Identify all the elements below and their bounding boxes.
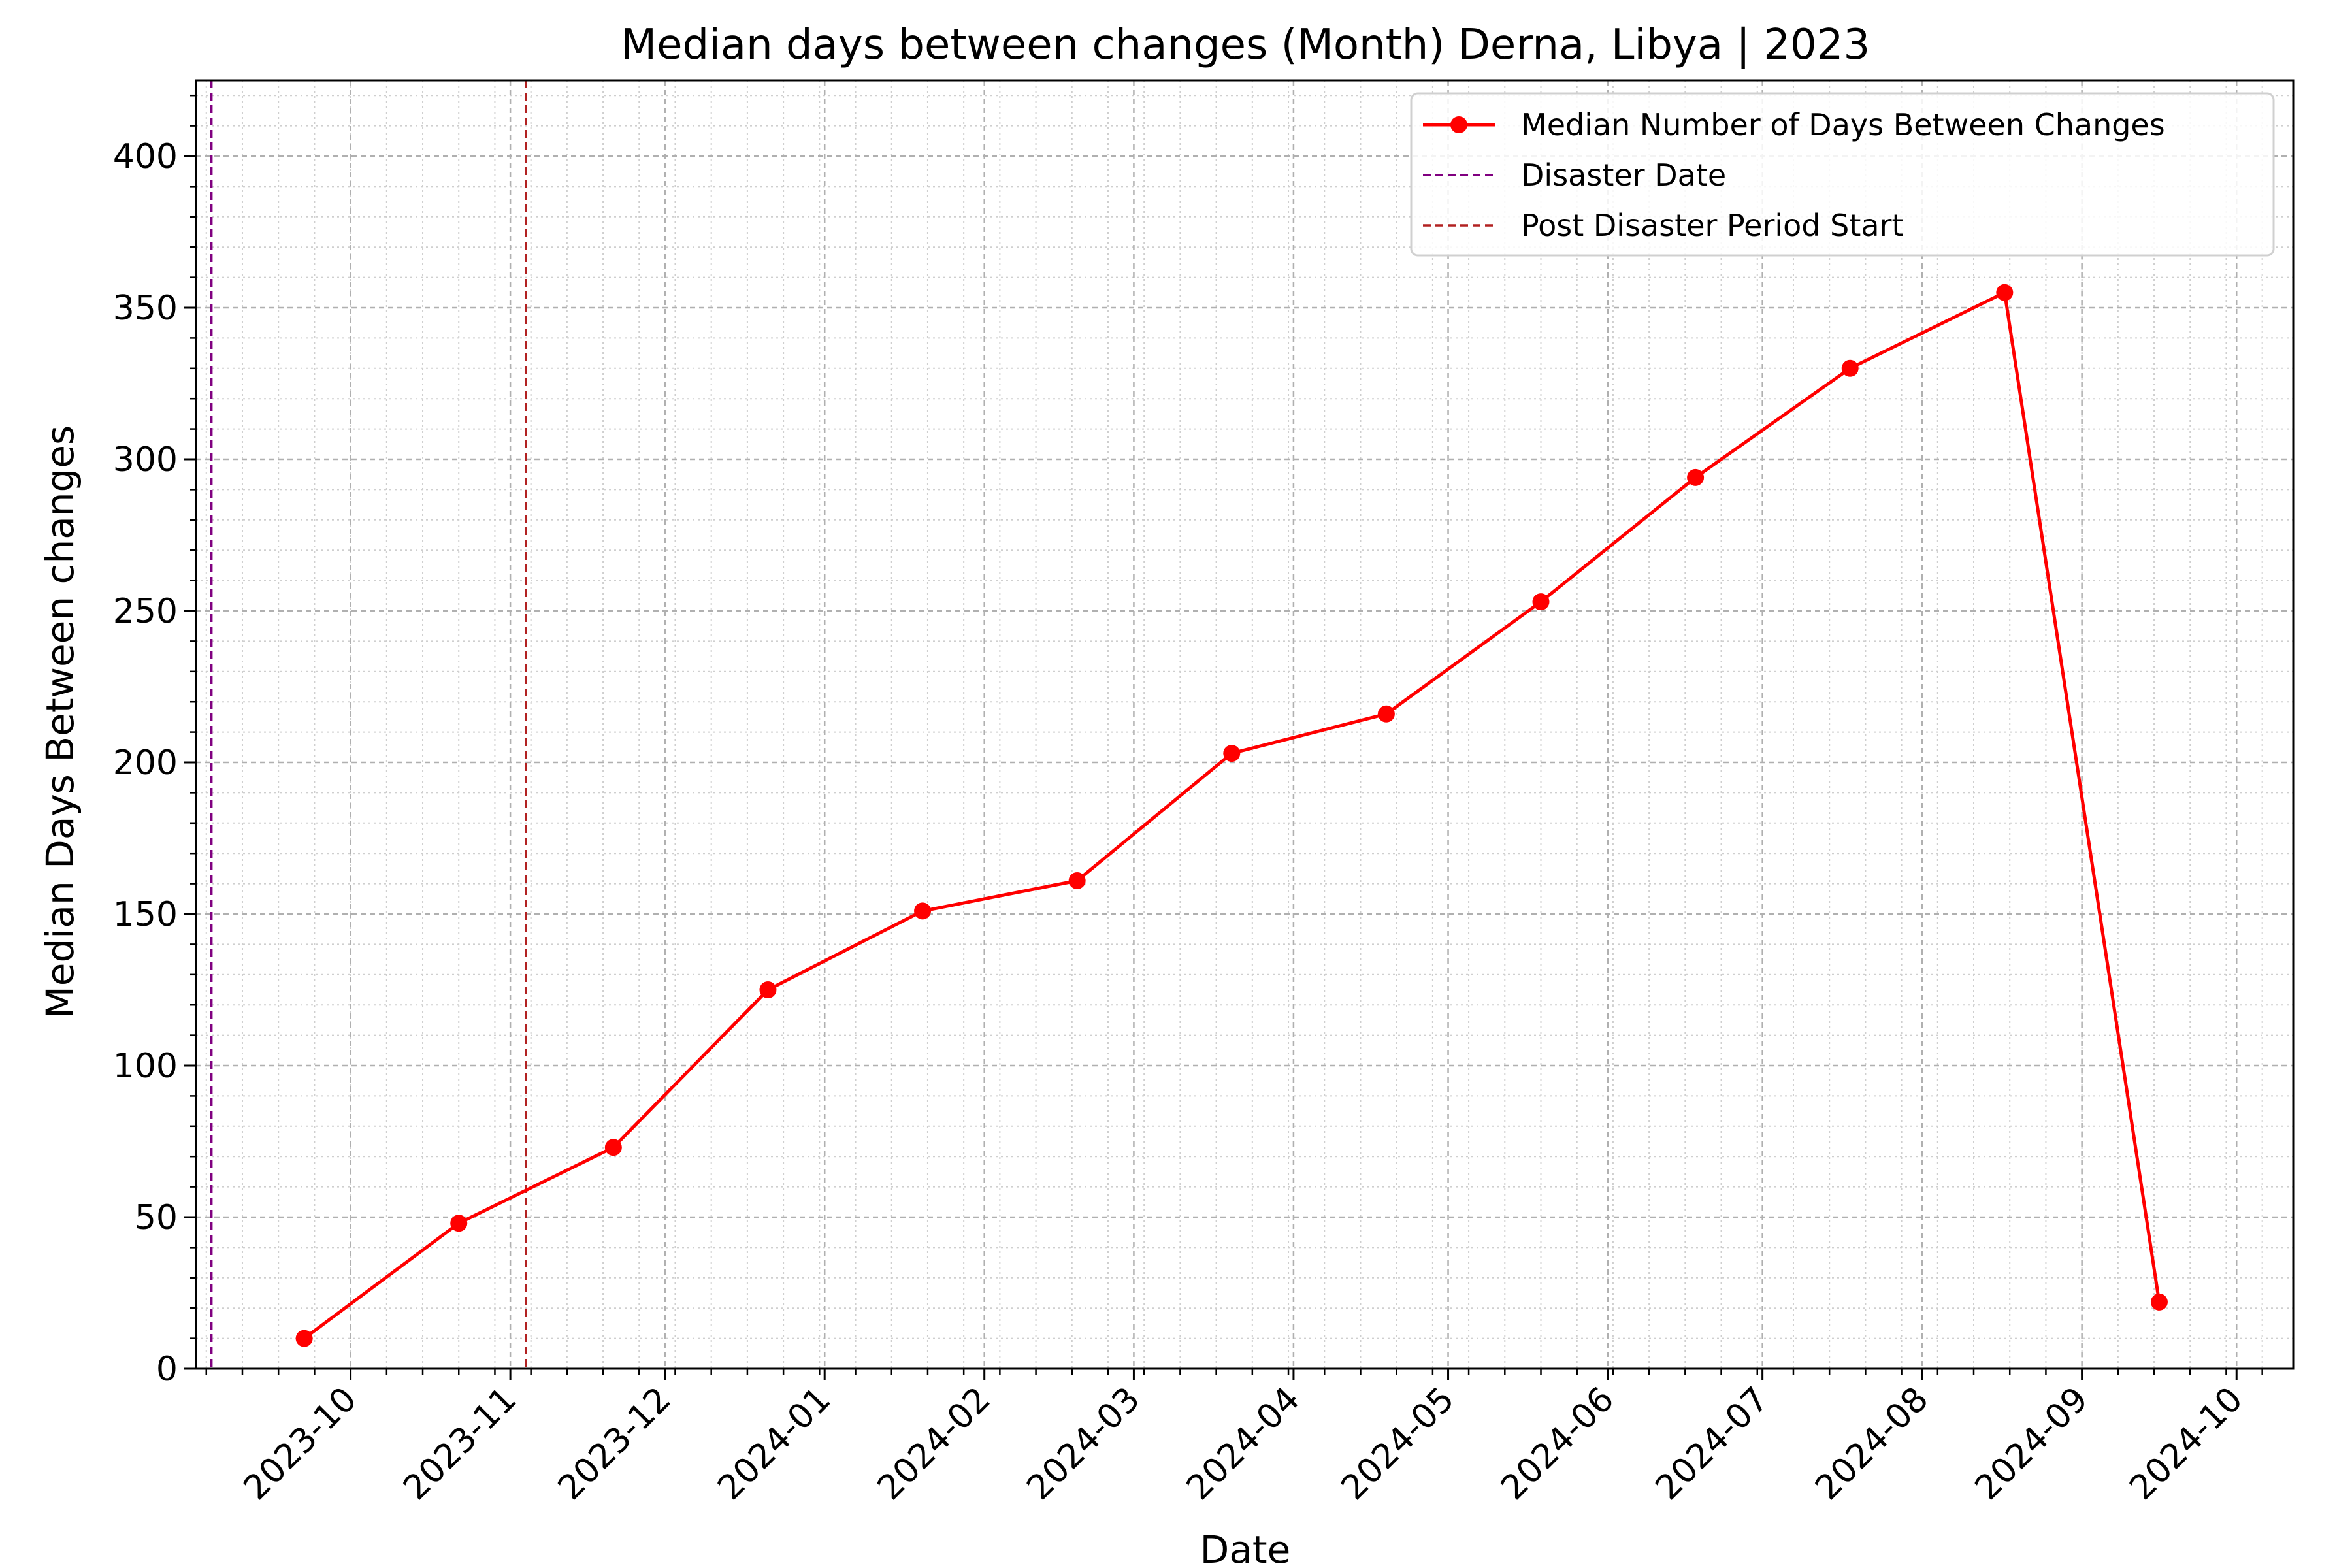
legend-label: Post Disaster Period Start	[1521, 208, 1904, 243]
x-tick-label: 2024-09	[1968, 1380, 2096, 1508]
series-line	[303, 291, 2161, 1340]
data-point	[450, 1215, 468, 1232]
data-point	[2150, 1293, 2168, 1311]
x-tick-label: 2023-12	[551, 1380, 679, 1508]
chart-title: Median days between changes (Month) Dern…	[621, 21, 1870, 69]
data-point	[1068, 872, 1086, 889]
data-point	[1841, 359, 1859, 377]
data-point	[1996, 284, 2014, 301]
data-point	[1377, 705, 1395, 723]
series-layer	[295, 284, 2168, 1347]
y-tick-label: 50	[135, 1198, 178, 1237]
grid	[196, 80, 2293, 1370]
y-tick-label: 350	[113, 289, 178, 328]
legend: Median Number of Days Between Changes Dis…	[1410, 92, 2275, 257]
y-tick-label: 0	[156, 1350, 178, 1389]
x-tick-label: 2023-10	[237, 1380, 365, 1508]
reference-lines	[210, 80, 527, 1369]
y-tick-label: 150	[113, 895, 178, 934]
legend-label: Disaster Date	[1521, 157, 1726, 193]
y-tick-label: 400	[113, 137, 178, 176]
data-point	[1532, 593, 1550, 611]
legend-marker-swatch	[1450, 116, 1467, 133]
x-tick-label: 2024-05	[1334, 1380, 1462, 1508]
x-tick-label: 2024-03	[1020, 1380, 1148, 1508]
data-point	[759, 981, 777, 998]
x-tick-label: 2023-11	[396, 1380, 524, 1508]
x-tick-label: 2024-07	[1648, 1380, 1776, 1508]
x-tick-label: 2024-04	[1179, 1380, 1307, 1508]
data-point	[604, 1139, 622, 1156]
data-point	[1223, 745, 1241, 762]
x-axis-label: Date	[1200, 1527, 1291, 1568]
data-point	[1687, 468, 1705, 486]
data-point	[295, 1330, 313, 1347]
legend-item: Median Number of Days Between Changes	[1423, 107, 2165, 142]
x-tick-label: 2024-02	[870, 1380, 998, 1508]
legend-item: Post Disaster Period Start	[1423, 208, 1904, 243]
y-axis: 0 50 100 150 200 250 300 350 400	[113, 94, 196, 1389]
legend-item: Disaster Date	[1423, 157, 1726, 193]
x-tick-label: 2024-06	[1494, 1380, 1622, 1508]
plot-frame	[195, 79, 2295, 1370]
x-tick-label: 2024-01	[710, 1380, 838, 1508]
y-tick-label: 100	[113, 1047, 178, 1086]
y-tick-label: 200	[113, 743, 178, 783]
x-tick-label: 2024-08	[1808, 1380, 1936, 1508]
legend-box	[1410, 92, 2275, 257]
x-tick-label: 2024-10	[2122, 1380, 2250, 1508]
data-point	[914, 902, 932, 920]
y-axis-label: Median Days Between changes	[38, 425, 82, 1019]
y-tick-label: 300	[113, 440, 178, 480]
legend-label: Median Number of Days Between Changes	[1521, 107, 2165, 142]
y-tick-label: 250	[113, 592, 178, 631]
x-axis: 2023-10 2023-11 2023-12 2024-01 2024-02 2024-…	[205, 1369, 2263, 1508]
